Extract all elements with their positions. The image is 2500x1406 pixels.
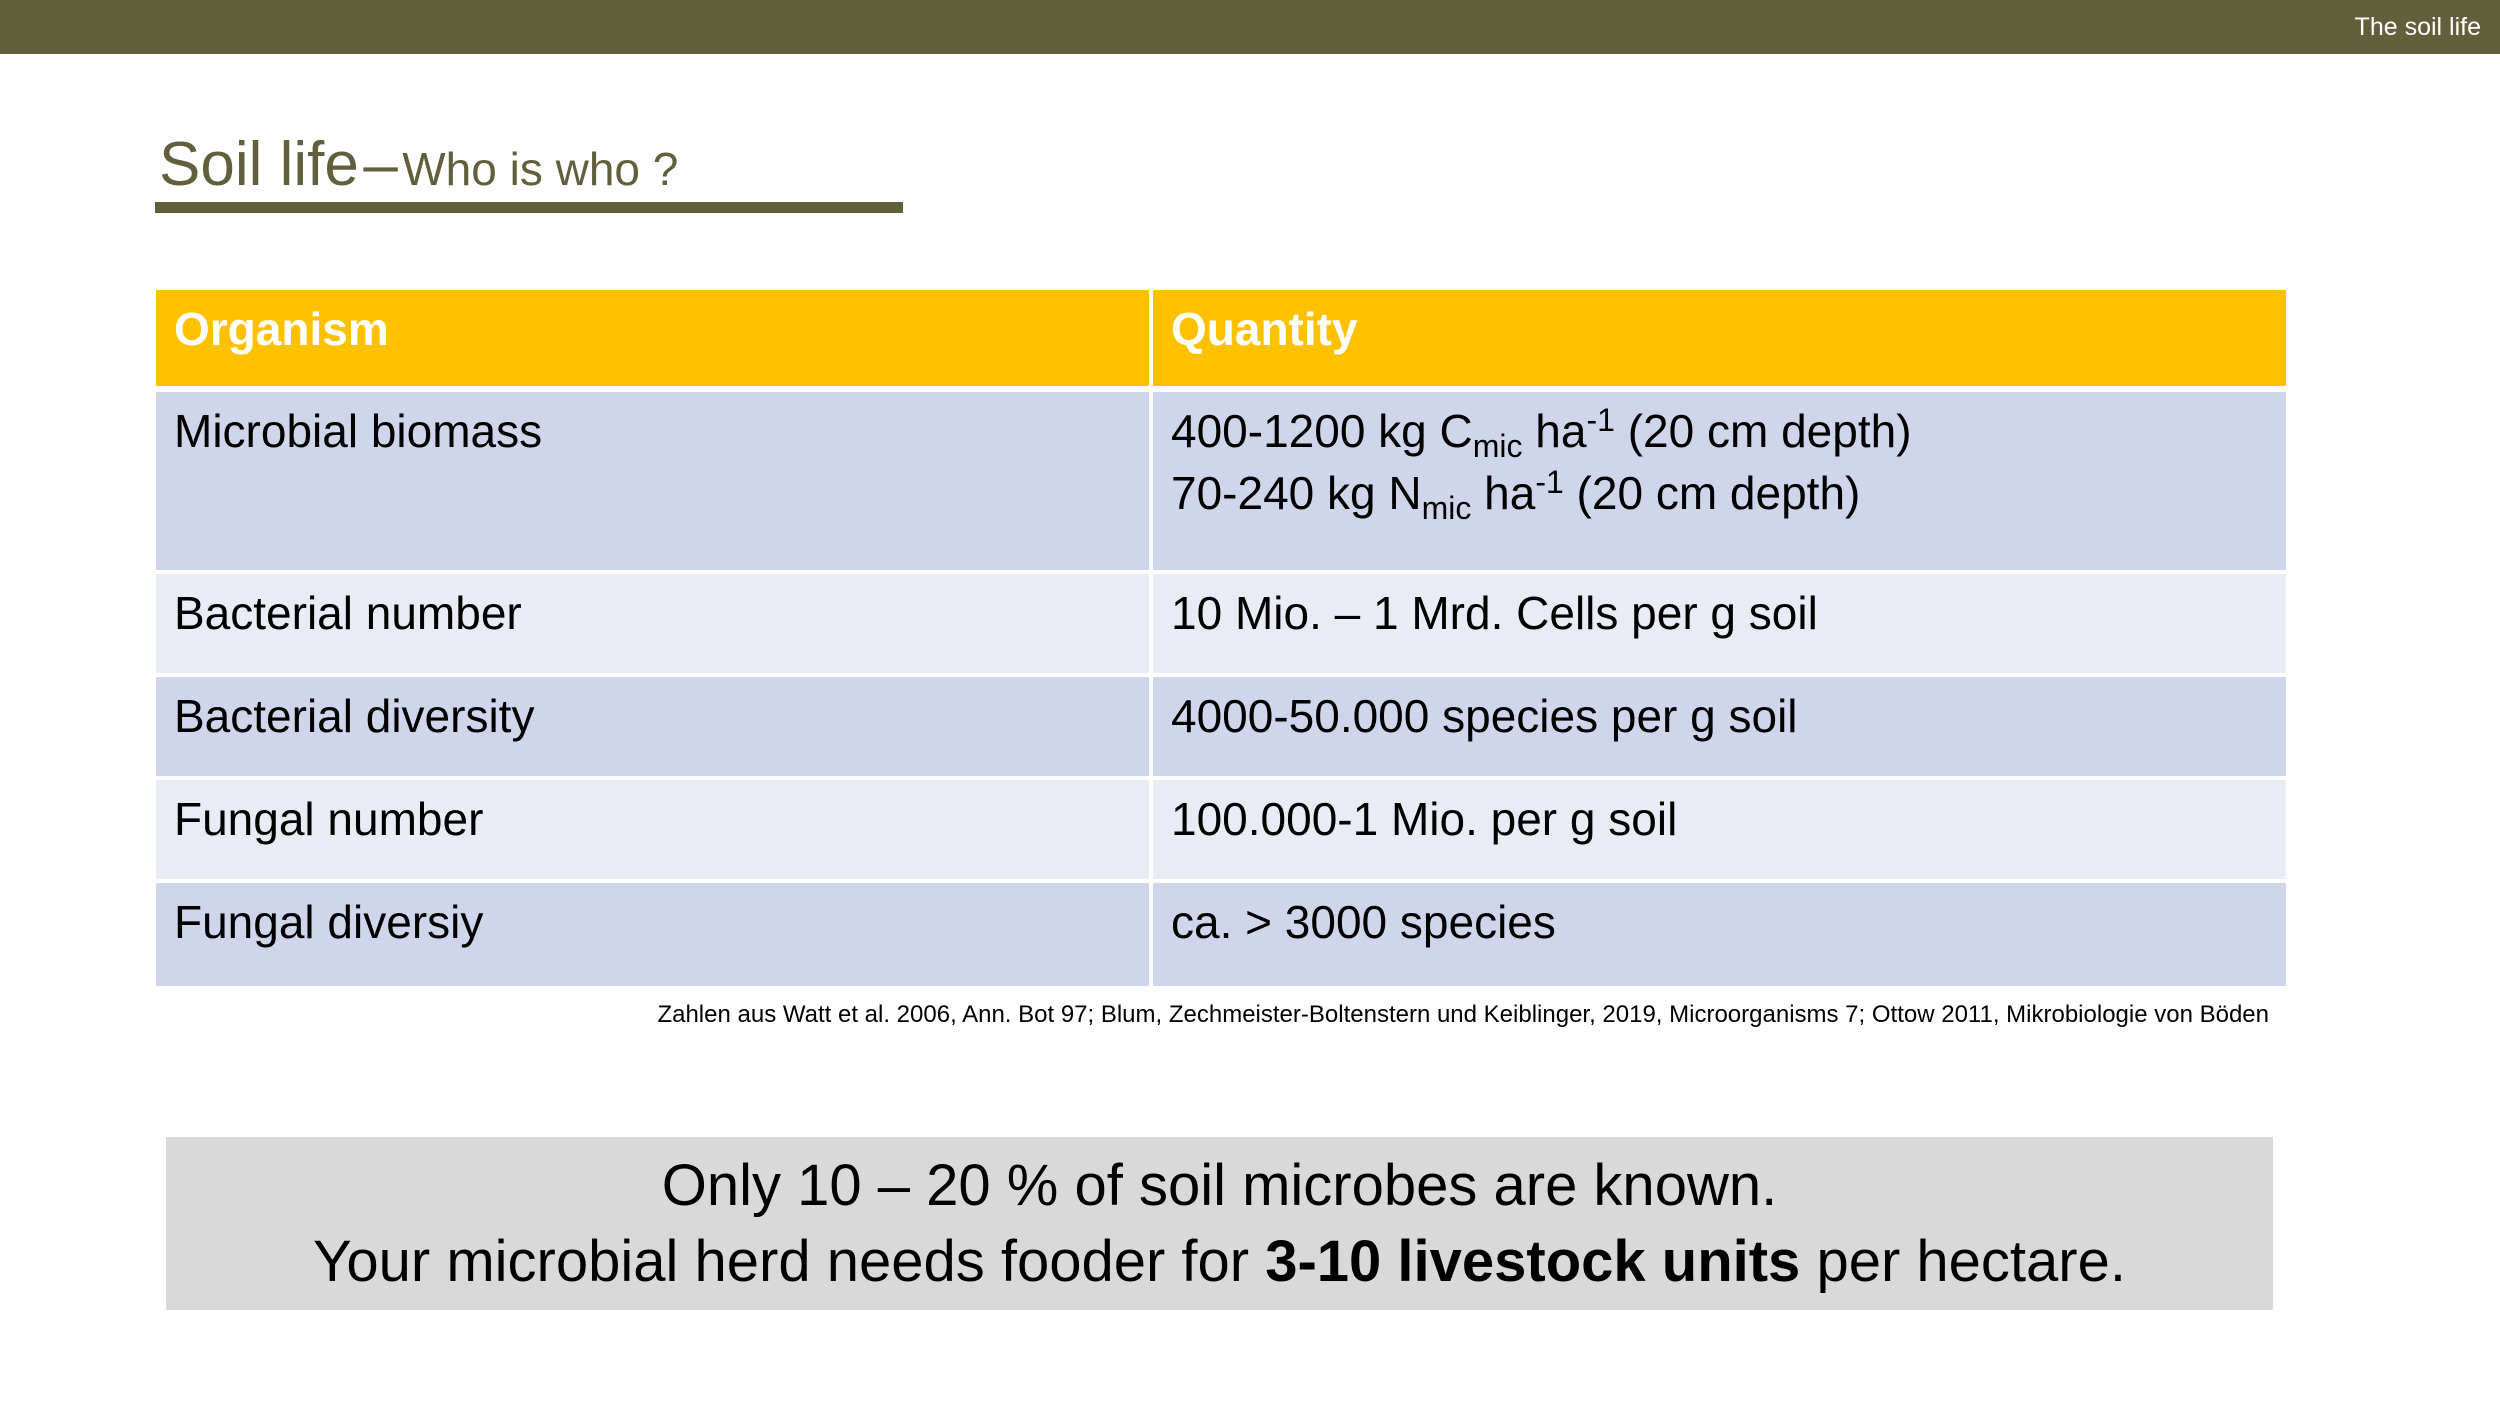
header-organism: Organism (156, 290, 1153, 392)
organism-cell: Bacterial number (156, 574, 1153, 677)
organism-cell: Microbial biomass (156, 392, 1153, 574)
quantity-cell: ca. > 3000 species (1153, 883, 2286, 986)
title-main: Soil life (159, 130, 359, 199)
table-header-row: Organism Quantity (156, 290, 2286, 392)
organism-cell: Fungal number (156, 780, 1153, 883)
title-underline (155, 202, 903, 213)
callout-line-2: Your microbial herd needs fooder for 3-1… (313, 1229, 2126, 1294)
top-bar: The soil life (0, 0, 2500, 54)
callout-line-1: Only 10 – 20 % of soil microbes are know… (661, 1153, 1778, 1218)
title-subtitle: Who is who ? (402, 143, 679, 195)
table-row: Microbial biomass 400-1200 kg Cmic ha-1 … (156, 392, 2286, 574)
title-separator: – (363, 130, 398, 199)
table-row: Fungal number 100.000-1 Mio. per g soil (156, 780, 2286, 883)
quantity-cell: 400-1200 kg Cmic ha-1 (20 cm depth) 70-2… (1153, 392, 2286, 574)
quantity-line-nitrogen: 70-240 kg Nmic ha-1 (20 cm depth) (1171, 464, 1861, 526)
table-row: Bacterial diversity 4000-50.000 species … (156, 677, 2286, 780)
organism-cell: Bacterial diversity (156, 677, 1153, 780)
organism-table: Organism Quantity Microbial biomass 400-… (156, 290, 2286, 986)
callout-box: Only 10 – 20 % of soil microbes are know… (166, 1137, 2273, 1310)
quantity-cell: 100.000-1 Mio. per g soil (1153, 780, 2286, 883)
section-label: The soil life (2354, 13, 2481, 41)
source-note: Zahlen aus Watt et al. 2006, Ann. Bot 97… (657, 1001, 2269, 1028)
table-row: Fungal diversiy ca. > 3000 species (156, 883, 2286, 986)
quantity-cell: 4000-50.000 species per g soil (1153, 677, 2286, 780)
organism-cell: Fungal diversiy (156, 883, 1153, 986)
slide-title: Soil life – Who is who ? (159, 124, 678, 222)
callout-highlight: 3-10 livestock units (1265, 1229, 1801, 1294)
table-row: Bacterial number 10 Mio. – 1 Mrd. Cells … (156, 574, 2286, 677)
quantity-cell: 10 Mio. – 1 Mrd. Cells per g soil (1153, 574, 2286, 677)
header-quantity: Quantity (1153, 290, 2286, 392)
quantity-line-carbon: 400-1200 kg Cmic ha-1 (20 cm depth) (1171, 402, 1912, 464)
